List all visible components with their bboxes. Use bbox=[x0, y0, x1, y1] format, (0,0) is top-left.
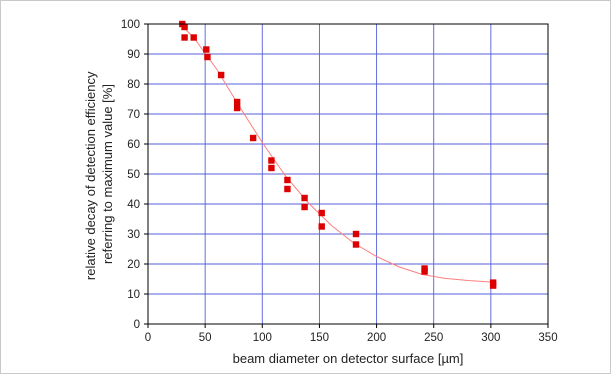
data-point bbox=[233, 104, 241, 112]
y-tick-label: 50 bbox=[127, 169, 140, 181]
data-point bbox=[301, 194, 308, 202]
data-point bbox=[233, 98, 241, 106]
y-axis-label-line-1: relative decay of detection efficiency bbox=[83, 71, 98, 280]
data-point bbox=[190, 34, 197, 41]
data-point bbox=[268, 157, 275, 164]
data-points-group bbox=[179, 20, 497, 289]
grid-lines bbox=[148, 24, 548, 324]
x-tick-label: 200 bbox=[367, 332, 386, 344]
y-tick-label: 60 bbox=[127, 139, 140, 151]
fit-curve-group bbox=[179, 23, 491, 283]
data-point bbox=[421, 268, 428, 275]
data-point bbox=[489, 282, 497, 289]
y-tick-label: 20 bbox=[127, 259, 140, 271]
x-tick-label: 350 bbox=[538, 332, 557, 344]
x-tick-label: 300 bbox=[481, 332, 500, 344]
x-tick-label: 150 bbox=[310, 332, 329, 344]
data-point bbox=[203, 46, 210, 53]
y-axis-label: relative decay of detection efficiency r… bbox=[83, 68, 115, 280]
data-point bbox=[268, 164, 275, 172]
data-point bbox=[318, 209, 325, 217]
y-tick-label: 100 bbox=[121, 19, 140, 31]
y-tick-label: 0 bbox=[134, 319, 140, 331]
y-tick-label: 80 bbox=[127, 79, 140, 91]
x-tick-label: 100 bbox=[253, 332, 272, 344]
y-axis-label-line-2: referring to maximum value [%] bbox=[100, 84, 115, 264]
y-tick-label: 70 bbox=[127, 109, 140, 121]
data-point bbox=[217, 71, 225, 79]
tick-labels-group: 0 50 100 150 200 250 300 350 0 10 20 30 40 50 60 70 80 90… bbox=[121, 19, 558, 344]
data-point bbox=[284, 176, 291, 184]
data-point bbox=[204, 53, 211, 61]
data-point bbox=[301, 203, 308, 211]
x-tick-label: 50 bbox=[199, 332, 212, 344]
axes-group bbox=[144, 23, 549, 328]
x-tick-label: 0 bbox=[145, 332, 151, 344]
data-point bbox=[249, 134, 257, 142]
data-point bbox=[181, 34, 188, 41]
y-tick-label: 30 bbox=[127, 229, 140, 241]
data-point bbox=[352, 241, 360, 248]
x-tick-label: 250 bbox=[424, 332, 443, 344]
data-point bbox=[352, 230, 360, 238]
fit-curve bbox=[179, 23, 491, 283]
y-tick-label: 10 bbox=[127, 289, 140, 301]
data-point bbox=[318, 223, 325, 230]
x-axis-label: beam diameter on detector surface [µm] bbox=[233, 351, 464, 366]
y-tick-label: 90 bbox=[127, 49, 140, 61]
data-point bbox=[284, 185, 291, 193]
y-tick-label: 40 bbox=[127, 199, 140, 211]
data-point bbox=[181, 23, 188, 31]
